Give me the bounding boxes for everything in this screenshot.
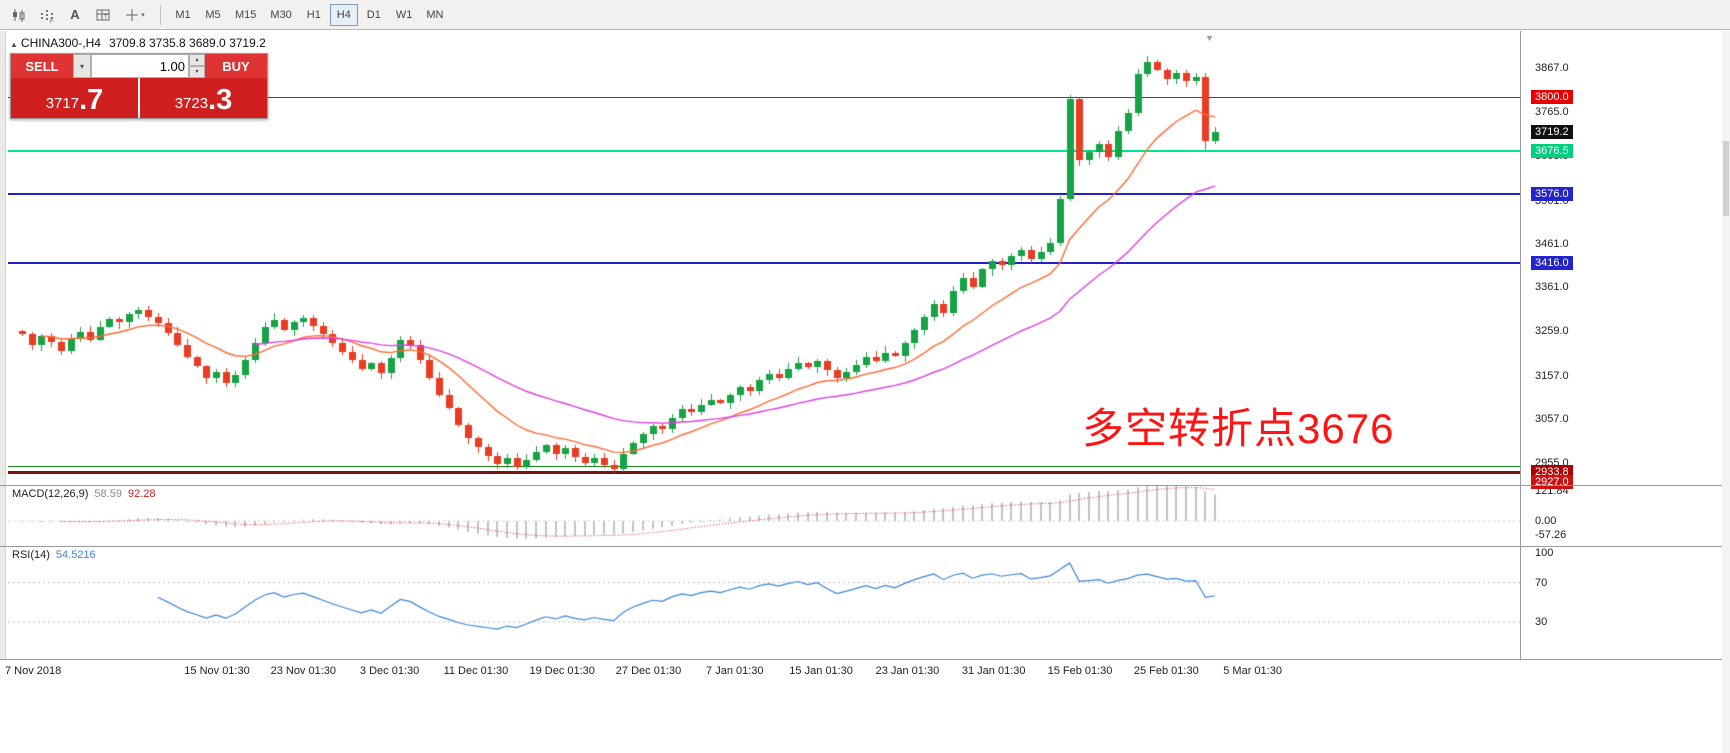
symbol-arrow-icon: ▲ [10,40,18,49]
timeframe-button-h4[interactable]: H4 [329,3,358,26]
price-axis-label: 3867.0 [1535,62,1569,74]
price-badge-2927.0: 2927.0 [1531,475,1573,490]
macd-main-value: 58.59 [94,488,122,500]
panel-separator[interactable] [0,546,1730,547]
time-axis-label: 7 Jan 01:30 [706,665,764,677]
macd-chart-canvas[interactable] [8,486,1520,546]
timeframe-button-m15[interactable]: M15 [229,4,262,26]
time-axis-label: 31 Jan 01:30 [961,665,1026,677]
price-badge-3416.0: 3416.0 [1531,256,1573,271]
timeframe-button-m1[interactable]: M1 [169,4,197,26]
timeframe-button-mn[interactable]: MN [420,4,449,26]
time-axis-label: 15 Jan 01:30 [789,665,853,677]
text-label-icon[interactable]: A [62,3,88,27]
volume-spin-down-icon[interactable]: ▾ [189,66,205,78]
vertical-scrollbar[interactable] [1722,31,1730,753]
chevron-down-icon: ▾ [141,11,145,19]
time-axis-label: 11 Dec 01:30 [443,665,509,677]
panel-separator[interactable] [0,485,1730,486]
time-axis-label: 19 Dec 01:30 [529,665,595,677]
macd-panel: MACD(12,26,9) 58.59 92.28 [0,486,1730,546]
time-axis-label: 23 Nov 01:30 [270,665,337,677]
timeframe-button-h1[interactable]: H1 [300,4,328,26]
left-margin-strip [0,31,6,682]
symbol-info: ▲ CHINA300-,H4 3709.8 3735.8 3689.0 3719.2 [10,36,266,50]
chart-annotation: 多空转折点3676 [1082,405,1395,452]
scrollbar-thumb[interactable] [1723,141,1729,216]
time-axis-label: 3 Dec 01:30 [359,665,420,677]
svg-text:F: F [50,19,54,23]
price-badge-3800.0: 3800.0 [1531,90,1573,105]
sell-button[interactable]: SELL [11,54,73,78]
price-badge-3576.0: 3576.0 [1531,187,1573,202]
price-badge-3719.2: 3719.2 [1531,125,1573,139]
cursor-tool-icon[interactable]: ▾ [118,3,152,27]
top-toolbar: F A T ▾ M1 M5 M15 M30 H1 H4 D1 W1 MN [0,0,1730,30]
time-axis-label: 25 Feb 01:30 [1133,665,1199,677]
time-axis-label: 5 Mar 01:30 [1223,665,1282,677]
macd-axis-label: -57.26 [1535,529,1567,542]
timeframe-button-m5[interactable]: M5 [199,4,227,26]
price-badge-3676.5: 3676.5 [1531,143,1573,158]
table-icon[interactable]: T [90,3,116,27]
price-axis-label: 3361.0 [1535,281,1569,294]
symbol-ohlc-values: 3709.8 3735.8 3689.0 3719.2 [108,36,266,50]
panel-separator[interactable] [0,659,1730,660]
price-axis-label: 3057.0 [1535,412,1569,425]
time-axis[interactable]: 7 Nov 2018 15 Nov 01:30 23 Nov 01:30 3 Dec … [0,660,1730,682]
volume-dropdown-button[interactable]: ▾ [73,54,91,78]
buy-button[interactable]: BUY [205,54,267,78]
price-axis-label: 3157.0 [1535,369,1569,382]
rsi-axis-label: 70 [1535,576,1548,589]
rsi-label: RSI(14) 54.5216 [12,549,96,561]
timeframe-button-w1[interactable]: W1 [390,4,419,26]
time-axis-label: 15 Nov 01:30 [184,665,250,677]
rsi-chart-canvas[interactable] [8,547,1520,659]
volume-spinner: ▴ ▾ [189,54,205,78]
time-axis-label: 27 Dec 01:30 [615,665,682,677]
rsi-axis-label: 100 [1535,547,1554,559]
price-axis-label: 3259.0 [1535,325,1569,338]
price-axis-label: 3461.0 [1535,237,1569,250]
candlestick-chart-icon[interactable] [6,3,32,27]
indicator-dots-icon[interactable]: F [34,3,60,27]
timeframe-button-d1[interactable]: D1 [360,4,388,26]
toolbar-separator [160,4,161,25]
chart-shift-marker[interactable]: ▼ [1205,33,1214,43]
time-axis-label: 15 Feb 01:30 [1047,665,1113,677]
rsi-panel: RSI(14) 54.5216 [0,547,1730,659]
buy-price-display[interactable]: 3723.3 [140,78,267,118]
timeframe-toolbar: M1 M5 M15 M30 H1 H4 D1 W1 MN [169,3,449,26]
macd-axis-label: 0.00 [1535,515,1557,527]
time-axis-label: 7 Nov 2018 [5,665,62,677]
timeframe-button-m30[interactable]: M30 [264,4,297,26]
main-chart-panel: 多空转折点3676 ▼ ▲ CHINA300-,H4 3709.8 3735.8 3… [0,31,1730,485]
symbol-name: CHINA300-,H4 [20,36,101,50]
time-axis-label: 23 Jan 01:30 [875,665,940,677]
price-axis-label: 3765.0 [1535,106,1569,119]
rsi-value: 54.5216 [55,549,96,561]
price-axis[interactable]: 3867.03765.03663.03561.03461.03361.03259… [1520,31,1722,682]
rsi-axis-label: 30 [1535,615,1548,628]
volume-spin-up-icon[interactable]: ▴ [189,54,205,66]
volume-input[interactable] [91,54,189,78]
macd-label: MACD(12,26,9) 58.59 92.28 [12,488,156,500]
sell-price-display[interactable]: 3717.7 [11,78,138,118]
svg-text:T: T [104,15,108,21]
one-click-trading-widget: SELL ▾ ▴ ▾ BUY 3717.7 3723.3 [10,53,268,119]
macd-signal-value: 92.28 [127,488,156,500]
